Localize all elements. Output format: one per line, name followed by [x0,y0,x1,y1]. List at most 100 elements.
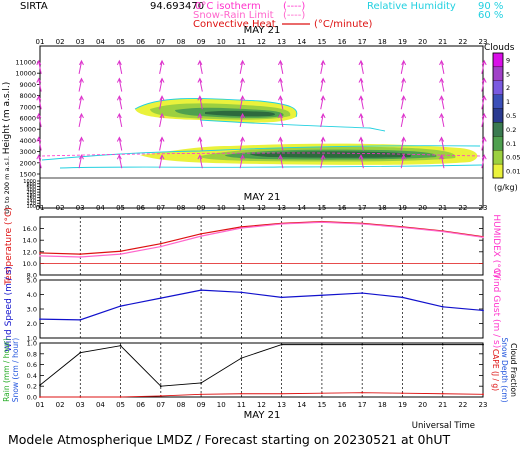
height-tick-1500: 1500 [19,171,36,179]
wind-arrow [481,156,485,169]
height-tick-7000: 7000 [19,103,36,111]
wind-arrow-head [116,154,122,160]
temperature-ytick-8: 8.0 [27,272,37,280]
wind-arrow-head [36,154,42,160]
rain-ytick-0.8: 0.8 [27,350,37,358]
wind-arrow [279,114,284,128]
wind-arrow [78,61,82,74]
temperature-series-1 [39,221,484,258]
hour-top-03: 03 [76,38,85,46]
wind-arrow [199,156,203,169]
wind-arrow [481,61,485,74]
hour-mid-13: 13 [277,204,286,212]
temperature-point [240,227,243,229]
isotherm-legend: 0°C isotherm [195,1,261,12]
wind-arrow [159,61,163,74]
rain-point [159,385,162,388]
wind-arrow [159,138,163,151]
convective-legend-unit: (°C/minute) [314,19,373,30]
rain-series-1 [40,392,484,398]
hour-top-15: 15 [317,38,326,46]
temperature-point [441,230,444,233]
hour-mid-01: 01 [36,204,45,212]
wind-arrow [38,114,42,128]
wind-arrow [279,138,284,151]
hour-bottom-22: 22 [458,401,467,409]
rain-axis-label: Rain (mm / hour) [2,338,11,402]
hour-top-07: 07 [156,38,165,46]
site-label: SIRTA [20,1,48,12]
hour-bottom-04: 04 [96,401,105,409]
rain-point [119,344,122,347]
height-tick-low-1000: 1000 [23,179,36,185]
wind-arrow-head [439,95,444,101]
hour-bottom-17: 17 [358,401,367,409]
hour-bottom-02: 02 [56,401,65,409]
wind-arrow-head [36,136,42,142]
wind-point [280,296,283,299]
wind-point [321,294,323,297]
wind-ytick-4: 4.0 [27,291,37,299]
wind-arrow-head [116,136,122,142]
wind-arrow-head [79,136,84,142]
hour-mid-14: 14 [297,204,306,212]
wind-arrow [279,79,284,92]
hour-bottom-18: 18 [378,401,387,409]
hour-top-17: 17 [358,38,367,46]
hour-top-02: 02 [56,38,65,46]
wind-arrow-head [240,77,246,83]
hour-top-09: 09 [197,38,206,46]
hour-top-01: 01 [36,38,45,46]
height-tick-low-600: 600 [26,185,36,191]
wind-arrow [481,138,485,151]
hour-bottom-16: 16 [338,401,347,409]
temperature-axis-label: Temperature (°C) [4,207,14,286]
hour-bottom-15: 15 [317,401,326,409]
temperature-point [401,226,404,229]
colorbar-swatch [492,52,504,68]
wind-arrow [199,114,203,128]
hour-bottom-23: 23 [479,401,488,409]
wind-arrow [400,138,405,151]
temperature-point [280,223,283,225]
lower-cloud-layer [41,143,483,169]
wind-arrow-head [116,77,122,83]
temperature-ytick-16: 16.0 [23,225,37,233]
snow-depth-axis-label: Snow Depth (cm) [500,337,509,402]
hour-top-12: 12 [257,38,266,46]
wind-arrow-head [159,136,165,142]
snow-axis-label: Snow (cm / hour) [11,338,20,402]
wind-arrow [239,114,244,128]
wind-arrow [320,79,324,92]
temperature-panel [39,216,484,276]
hour-top-21: 21 [438,38,447,46]
wind-arrow-head [79,95,84,101]
clouds-colorbar-title: Clouds [484,43,515,53]
wind-arrow [320,61,324,74]
wind-arrow-head [401,95,407,101]
convective-legend: Convective Heat [193,19,276,30]
wind-arrow-head [159,112,165,119]
height-tick-low-120: 120 [26,201,36,207]
hour-bottom-08: 08 [176,401,185,409]
height-tick-10000: 10000 [15,70,36,78]
wind-arrow [118,97,123,110]
wind-arrow-head [277,77,283,83]
wind-arrow-head [320,136,326,142]
height-tick-low-400: 400 [26,187,36,193]
wind-point [240,291,243,294]
colorbar-label-2: 2 [506,84,510,92]
wind-arrow [38,61,42,74]
wind-arrow [279,156,284,169]
hour-mid-11: 11 [237,204,246,212]
hour-top-13: 13 [277,38,286,46]
wind-arrow-head [401,59,407,66]
wind-arrow-head [79,112,84,119]
colorbar-label-0.01: 0.01 [506,168,520,176]
hour-mid-20: 20 [418,204,427,212]
wind-arrow [400,79,405,92]
wind-arrow-head [197,77,203,83]
wind-arrow [360,114,364,128]
hour-mid-15: 15 [317,204,326,212]
hour-mid-02: 02 [56,204,65,212]
